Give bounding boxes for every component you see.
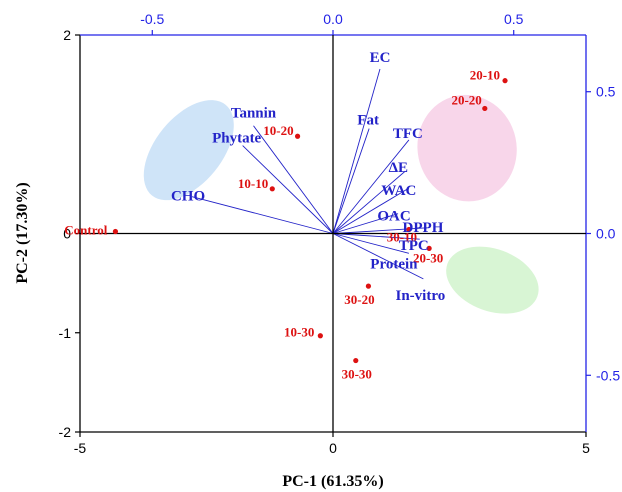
loading-vector-oac xyxy=(332,213,399,234)
tick-labels: -5 0 5 2 0 -1 -2 -0.5 0.0 0.5 0.5 0.0 -0.5 xyxy=(59,11,621,456)
score-point-30-20 xyxy=(365,283,372,289)
loading-vector-e xyxy=(332,170,406,234)
loading-vector-in-vitro xyxy=(332,233,424,280)
loading-label-tpc: TPC xyxy=(399,238,429,254)
score-point-control xyxy=(112,228,119,235)
loading-label-in-vitro: In-vitro xyxy=(395,288,445,304)
loading-label-ec: EC xyxy=(370,50,391,66)
score-label-30-30: 30-30 xyxy=(342,367,372,382)
y-tick-label: -2 xyxy=(59,424,72,440)
score-point-20-30 xyxy=(426,245,432,251)
score-point-20-20 xyxy=(482,105,488,112)
y-tick-label: 0 xyxy=(63,226,71,242)
group-ellipses xyxy=(143,94,539,314)
axes xyxy=(79,34,587,433)
x-tick-label: -5 xyxy=(74,440,87,456)
score-label-10-20: 10-20 xyxy=(263,123,293,138)
loading-label-dpph: DPPH xyxy=(403,220,444,236)
score-point-10-30 xyxy=(317,333,323,339)
top-tick-label: 0.0 xyxy=(323,11,343,27)
score-label-20-30: 20-30 xyxy=(413,250,443,265)
loading-label-wac: WAC xyxy=(381,183,416,199)
loading-label-cho: CHO xyxy=(171,189,205,205)
loading-vector-phytate xyxy=(242,145,334,234)
x-axis-title: PC-1 (61.35%) xyxy=(282,473,383,490)
green-group-ellipse xyxy=(446,246,539,314)
loading-label-e: ΔE xyxy=(389,160,408,176)
top-tick-label: -0.5 xyxy=(140,11,164,27)
loading-label-tannin: Tannin xyxy=(231,106,277,122)
y-tick-label: 2 xyxy=(63,27,71,43)
score-label-20-20: 20-20 xyxy=(451,92,481,107)
loading-vector-protein xyxy=(332,233,410,254)
loading-vector-tfc xyxy=(332,139,410,234)
loading-vector-tannin xyxy=(253,125,334,234)
score-points xyxy=(112,78,508,364)
right-tick-label: -0.5 xyxy=(596,367,620,383)
score-label-20-10: 20-10 xyxy=(470,68,500,83)
x-tick-label: 0 xyxy=(329,440,337,456)
score-label-control: Control xyxy=(64,223,107,238)
loading-label-oac: OAC xyxy=(377,209,410,225)
y-tick-label: -1 xyxy=(59,325,72,341)
loading-vector-wac xyxy=(332,187,410,234)
blue-group-ellipse xyxy=(143,100,234,201)
pink-group-ellipse xyxy=(417,94,517,202)
score-point-30-10 xyxy=(406,226,412,233)
score-point-20-10 xyxy=(502,78,508,84)
y-axis-title: PC-2 (17.30%) xyxy=(14,182,31,283)
loading-vector-cho xyxy=(191,196,334,234)
score-label-10-30: 10-30 xyxy=(284,325,314,340)
score-point-10-10 xyxy=(269,186,275,192)
loading-vector-fat xyxy=(332,128,370,234)
labels: Control 10-10 10-20 20-10 20-20 30-10 20-30 30-… xyxy=(64,50,500,382)
loading-label-phytate: Phytate xyxy=(212,131,261,147)
top-tick-label: 0.5 xyxy=(504,11,524,27)
loading-vector-ec xyxy=(332,68,381,234)
score-label-10-10: 10-10 xyxy=(238,176,268,191)
score-label-30-20: 30-20 xyxy=(344,292,374,307)
loading-label-protein: Protein xyxy=(370,256,418,272)
right-tick-label: 0.0 xyxy=(596,226,616,242)
right-tick-label: 0.5 xyxy=(596,84,616,100)
x-tick-label: 5 xyxy=(582,440,590,456)
score-point-10-20 xyxy=(294,133,301,139)
score-label-30-10: 30-10 xyxy=(387,230,417,245)
loading-vector-tpc xyxy=(332,233,420,240)
score-point-30-30 xyxy=(353,357,359,364)
loading-label-fat: Fat xyxy=(357,113,379,129)
loading-label-tfc: TFC xyxy=(393,126,423,142)
